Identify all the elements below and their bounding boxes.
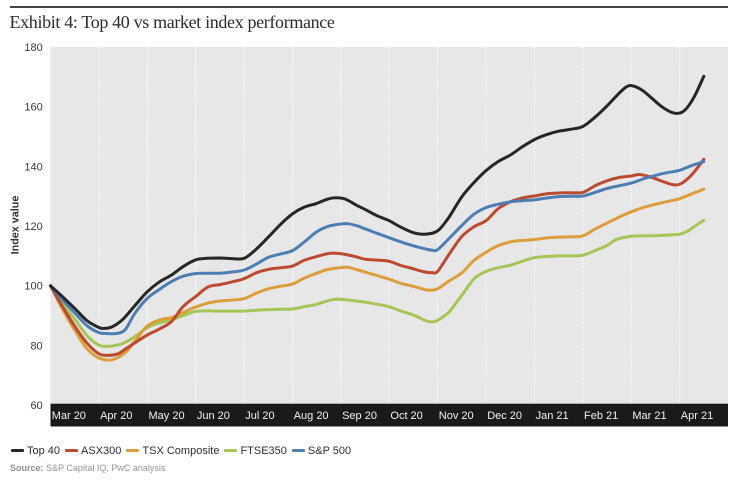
svg-text:Nov 20: Nov 20: [439, 410, 474, 422]
svg-text:Dec 20: Dec 20: [487, 410, 522, 422]
svg-text:Feb 21: Feb 21: [584, 410, 618, 422]
svg-text:120: 120: [24, 221, 42, 233]
svg-text:80: 80: [30, 340, 42, 352]
svg-text:60: 60: [30, 400, 42, 412]
svg-text:140: 140: [24, 161, 42, 173]
svg-text:Sep 20: Sep 20: [342, 410, 377, 422]
svg-text:Apr 21: Apr 21: [681, 410, 713, 422]
svg-text:Oct 20: Oct 20: [390, 410, 422, 422]
svg-text:Jun 20: Jun 20: [197, 410, 230, 422]
svg-text:100: 100: [24, 281, 42, 293]
svg-text:Apr 20: Apr 20: [100, 410, 132, 422]
svg-text:Jan 21: Jan 21: [536, 410, 569, 422]
svg-text:Mar 21: Mar 21: [632, 410, 666, 422]
svg-text:Aug 20: Aug 20: [294, 410, 329, 422]
svg-text:Mar 20: Mar 20: [52, 410, 86, 422]
svg-text:180: 180: [24, 42, 42, 54]
svg-text:Index value: Index value: [10, 196, 22, 255]
svg-text:Jul 20: Jul 20: [245, 410, 274, 422]
svg-text:160: 160: [24, 102, 42, 114]
svg-text:May 20: May 20: [149, 410, 185, 422]
